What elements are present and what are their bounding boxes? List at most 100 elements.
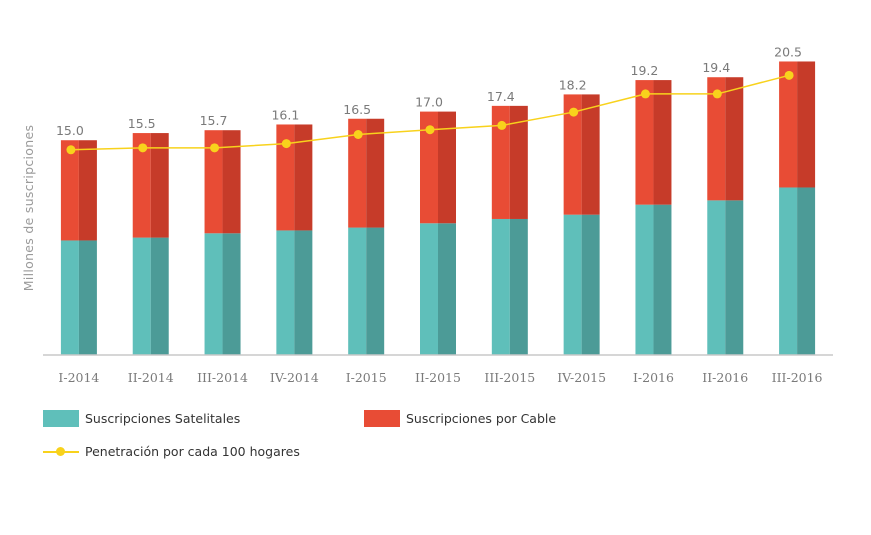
x-tick-label: I-2016 [633, 370, 674, 385]
bar-cable-10[interactable] [779, 61, 816, 188]
total-data-label: 17.0 [415, 95, 443, 110]
bar-face-right [366, 118, 385, 228]
bar-cable-2[interactable] [204, 130, 241, 234]
bar-face-left [563, 94, 582, 215]
bar-face-right [581, 94, 600, 215]
bar-face-left [204, 130, 223, 234]
bars-group [60, 61, 816, 355]
total-data-label: 15.7 [200, 113, 228, 128]
bar-satelital-0[interactable] [60, 240, 97, 355]
bar-face-right [653, 80, 672, 205]
bar-face-right [294, 230, 313, 355]
bar-face-right [725, 200, 744, 355]
x-tick-label: IV-2014 [270, 370, 319, 385]
x-tick-label: III-2014 [197, 370, 248, 385]
x-tick-label: II-2015 [415, 370, 461, 385]
penetration-point-2[interactable] [210, 143, 220, 153]
bar-face-left [420, 111, 438, 224]
bar-face-left [276, 124, 295, 231]
bar-face-right [509, 218, 528, 355]
bar-satelital-3[interactable] [276, 230, 313, 355]
bar-face-left [491, 105, 510, 219]
x-tick-label: II-2016 [702, 370, 748, 385]
penetration-point-0[interactable] [66, 145, 76, 155]
bar-cable-4[interactable] [348, 118, 385, 228]
bar-cable-5[interactable] [420, 111, 456, 224]
total-data-label: 19.2 [631, 63, 659, 78]
bar-face-right [653, 204, 672, 355]
bar-face-left [420, 223, 438, 355]
bar-cable-8[interactable] [635, 80, 672, 205]
bar-face-right [150, 237, 169, 355]
bar-satelital-9[interactable] [707, 200, 744, 355]
total-data-label: 16.5 [343, 102, 371, 117]
bar-cable-3[interactable] [276, 124, 313, 231]
total-data-label: 15.5 [128, 116, 156, 131]
bar-satelital-7[interactable] [563, 214, 600, 355]
penetration-line-group [66, 70, 794, 155]
bar-satelital-1[interactable] [132, 237, 169, 355]
penetration-point-4[interactable] [353, 130, 363, 139]
penetration-point-1[interactable] [138, 143, 148, 153]
penetration-point-8[interactable] [640, 89, 650, 99]
bar-face-left [707, 200, 726, 355]
bar-face-right [581, 214, 600, 355]
bar-satelital-5[interactable] [420, 223, 456, 355]
total-data-label: 17.4 [487, 89, 515, 104]
bar-face-right [222, 233, 241, 355]
bar-cable-0[interactable] [60, 140, 97, 241]
bar-satelital-4[interactable] [348, 227, 385, 355]
penetration-point-7[interactable] [569, 107, 579, 117]
bar-face-right [78, 140, 97, 241]
bar-face-right [78, 240, 97, 355]
bar-face-left [348, 227, 367, 355]
bar-face-left [204, 233, 223, 355]
bar-face-right [222, 130, 241, 234]
bar-cable-1[interactable] [132, 133, 169, 238]
bar-face-left [60, 240, 79, 355]
bar-face-left [132, 237, 151, 355]
total-data-label: 16.1 [271, 107, 299, 122]
bar-cable-9[interactable] [707, 77, 744, 201]
penetration-point-10[interactable] [784, 70, 794, 80]
bar-face-left [60, 140, 79, 241]
total-data-label: 15.0 [56, 123, 84, 138]
bar-cable-6[interactable] [491, 105, 528, 219]
bar-face-right [725, 77, 744, 201]
total-data-label: 19.4 [702, 60, 730, 75]
bar-face-right [366, 227, 385, 355]
bar-face-left [635, 80, 654, 205]
bar-face-right [438, 111, 456, 224]
bar-face-left [276, 230, 295, 355]
bar-face-left [779, 187, 798, 355]
bar-face-left [779, 61, 798, 188]
x-tick-label: I-2014 [58, 370, 99, 385]
bar-face-right [150, 133, 169, 238]
data-labels-group: 15.0 15.5 15.7 16.1 16.5 17.0 17.4 18.2 19.2 19.4… [56, 44, 802, 138]
penetration-point-5[interactable] [425, 125, 435, 135]
bar-face-left [132, 133, 151, 238]
bar-face-left [348, 118, 367, 228]
total-data-label: 18.2 [559, 77, 587, 92]
bar-face-left [635, 204, 654, 355]
x-tick-label: III-2016 [772, 370, 823, 385]
penetration-point-6[interactable] [497, 120, 507, 130]
penetration-point-3[interactable] [281, 139, 291, 149]
y-axis-title: Millones de suscripciones [21, 125, 36, 292]
bar-satelital-8[interactable] [635, 204, 672, 355]
x-tick-label: IV-2015 [557, 370, 606, 385]
bar-satelital-6[interactable] [491, 218, 528, 355]
bar-face-left [491, 218, 510, 355]
bar-face-right [797, 61, 816, 188]
penetration-point-9[interactable] [712, 89, 722, 99]
bar-face-left [563, 214, 582, 355]
bar-cable-7[interactable] [563, 94, 600, 215]
bar-satelital-2[interactable] [204, 233, 241, 355]
bar-face-right [797, 187, 816, 355]
x-tick-label: III-2015 [484, 370, 535, 385]
bar-face-right [509, 105, 528, 219]
bar-satelital-10[interactable] [779, 187, 816, 355]
bar-face-left [707, 77, 726, 201]
x-tick-label: I-2015 [346, 370, 387, 385]
